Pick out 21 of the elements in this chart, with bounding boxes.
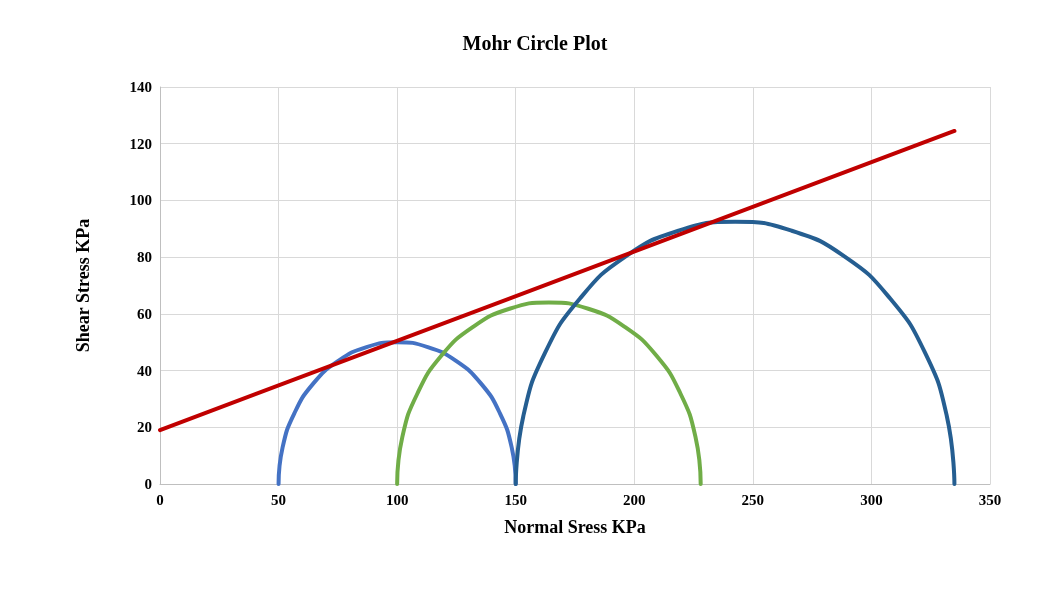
y-tick-label: 0 [144, 476, 152, 492]
x-tick-label: 200 [623, 491, 646, 508]
x-tick-label: 350 [978, 491, 1002, 508]
x-tick-label: 0 [156, 491, 164, 508]
y-tick-label: 120 [129, 135, 152, 152]
x-tick-label: 300 [860, 491, 883, 508]
x-tick-label: 100 [385, 491, 409, 508]
y-tick-label: 100 [129, 192, 152, 209]
x-tick-label: 150 [504, 491, 527, 508]
x-tick-label: 50 [271, 491, 287, 508]
line-series [395, 300, 703, 486]
y-tick-label: 20 [137, 419, 152, 436]
y-tick-label: 60 [137, 305, 152, 322]
chart-title: Mohr Circle Plot [462, 32, 608, 54]
x-axis-title: Normal Sress KPa [504, 517, 646, 537]
y-tick-label: 40 [137, 362, 152, 379]
y-axis-title: Shear Stress KPa [73, 218, 93, 353]
line-series [513, 219, 957, 486]
x-tick-label: 250 [741, 491, 765, 508]
y-tick-label: 80 [137, 249, 152, 266]
y-tick-label: 140 [129, 79, 152, 95]
